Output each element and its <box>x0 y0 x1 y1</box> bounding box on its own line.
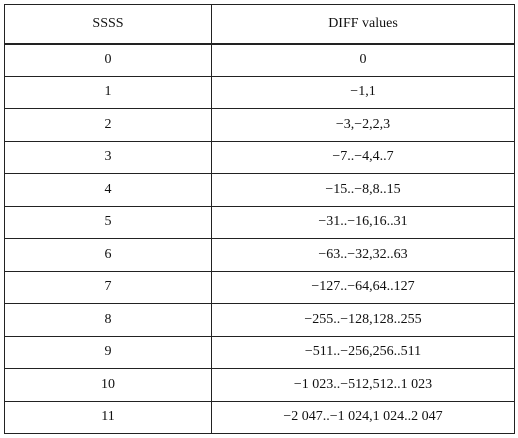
table-row: 1 −1,1 <box>4 75 515 109</box>
ssss-cell: 3 <box>4 140 212 174</box>
diff-values-cell: −1,1 <box>211 75 515 109</box>
diff-values-cell: −63..−32,32..63 <box>211 238 515 272</box>
diff-values-cell: −511..−256,256..511 <box>211 335 515 369</box>
diff-values-cell: −7..−4,4..7 <box>211 140 515 174</box>
table-row: 4 −15..−8,8..15 <box>4 173 515 207</box>
diff-values-cell: −31..−16,16..31 <box>211 205 515 239</box>
ssss-cell: 2 <box>4 108 212 142</box>
diff-values-cell: −1 023..−512,512..1 023 <box>211 368 515 402</box>
ssss-cell: 8 <box>4 303 212 337</box>
ssss-cell: 7 <box>4 270 212 304</box>
table-row: 3 −7..−4,4..7 <box>4 140 515 174</box>
ssss-cell: 11 <box>4 400 212 434</box>
header-diff-values: DIFF values <box>211 4 515 45</box>
diff-values-cell: −255..−128,128..255 <box>211 303 515 337</box>
ssss-cell: 4 <box>4 173 212 207</box>
ssss-diff-table: SSSS DIFF values 0 0 1 −1,1 2 −3,−2,2,3 … <box>4 4 515 434</box>
table-row: 10 −1 023..−512,512..1 023 <box>4 368 515 402</box>
table-row: 0 0 <box>4 42 515 77</box>
diff-values-cell: −3,−2,2,3 <box>211 108 515 142</box>
diff-values-cell: −127..−64,64..127 <box>211 270 515 304</box>
ssss-cell: 10 <box>4 368 212 402</box>
ssss-cell: 5 <box>4 205 212 239</box>
header-row: SSSS DIFF values <box>4 4 515 45</box>
ssss-cell: 1 <box>4 75 212 109</box>
table-row: 7 −127..−64,64..127 <box>4 270 515 304</box>
ssss-cell: 9 <box>4 335 212 369</box>
diff-values-cell: −15..−8,8..15 <box>211 173 515 207</box>
diff-values-cell: −2 047..−1 024,1 024..2 047 <box>211 400 515 434</box>
ssss-cell: 6 <box>4 238 212 272</box>
table-row: 2 −3,−2,2,3 <box>4 108 515 142</box>
diff-values-cell: 0 <box>211 42 515 77</box>
table-row: 5 −31..−16,16..31 <box>4 205 515 239</box>
table-row: 8 −255..−128,128..255 <box>4 303 515 337</box>
table-row: 6 −63..−32,32..63 <box>4 238 515 272</box>
header-ssss: SSSS <box>4 4 212 45</box>
table-row: 9 −511..−256,256..511 <box>4 335 515 369</box>
ssss-cell: 0 <box>4 42 212 77</box>
table-row: 11 −2 047..−1 024,1 024..2 047 <box>4 400 515 434</box>
